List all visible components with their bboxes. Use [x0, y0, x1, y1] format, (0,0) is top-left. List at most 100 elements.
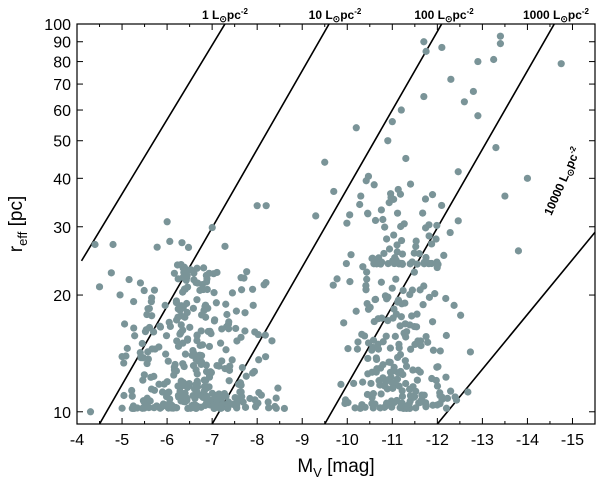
data-point — [399, 286, 407, 295]
data-point — [425, 221, 433, 229]
data-point — [364, 354, 372, 363]
data-point — [181, 350, 190, 358]
data-point — [272, 394, 280, 402]
data-point — [212, 299, 220, 307]
data-point — [225, 325, 233, 333]
data-point — [162, 332, 171, 340]
data-point — [370, 181, 378, 189]
data-point — [190, 350, 198, 358]
data-point — [368, 254, 376, 263]
data-point — [189, 304, 197, 312]
x-tick-label: -14 — [516, 432, 539, 449]
data-point — [91, 240, 99, 249]
data-point — [337, 380, 345, 388]
data-point — [162, 392, 171, 401]
data-point — [368, 346, 376, 354]
data-point — [128, 392, 136, 400]
data-point — [181, 313, 189, 321]
data-point — [180, 263, 188, 271]
data-point — [186, 323, 194, 331]
data-point — [398, 250, 407, 258]
data-point — [369, 390, 377, 398]
data-point — [359, 378, 367, 386]
data-point — [388, 118, 396, 126]
data-point — [367, 379, 375, 388]
data-point — [396, 190, 405, 198]
data-point — [109, 240, 117, 249]
data-point — [253, 202, 261, 210]
x-tick-label: -9 — [295, 432, 309, 449]
data-point — [202, 361, 210, 369]
data-point — [383, 235, 391, 243]
data-point — [205, 342, 214, 351]
data-point — [143, 394, 151, 402]
data-point — [221, 242, 229, 250]
data-point — [422, 403, 430, 411]
data-point — [130, 297, 138, 306]
data-point — [425, 293, 434, 301]
data-point — [118, 352, 126, 361]
data-point — [196, 286, 204, 294]
data-point — [321, 158, 329, 166]
data-point — [385, 245, 394, 253]
data-point — [405, 400, 413, 408]
data-point — [492, 144, 500, 152]
data-point — [157, 403, 165, 411]
data-point — [447, 75, 455, 83]
data-point — [190, 385, 199, 393]
data-point — [402, 379, 410, 388]
data-point — [341, 399, 349, 408]
data-point — [131, 332, 139, 340]
data-point — [172, 299, 180, 307]
data-point — [274, 384, 282, 392]
iso-line-1 — [80, 24, 226, 262]
data-point — [228, 356, 236, 364]
data-point — [243, 268, 251, 276]
data-point — [238, 363, 246, 372]
data-point — [394, 353, 402, 362]
data-point — [144, 305, 152, 313]
data-point — [422, 47, 430, 55]
data-point — [354, 338, 362, 346]
data-point — [251, 396, 259, 404]
data-point — [149, 328, 158, 336]
data-point — [412, 242, 420, 251]
data-point — [514, 247, 523, 255]
data-point — [428, 191, 437, 199]
data-point — [413, 376, 421, 384]
data-point — [501, 192, 509, 200]
data-point — [356, 404, 365, 412]
iso-label-10000: 10000 L⊙pc-2 — [540, 144, 585, 218]
data-point — [147, 373, 155, 381]
data-point — [141, 328, 150, 336]
iso-label-1: 1 L⊙pc-2 — [202, 7, 249, 24]
y-tick-label: 80 — [53, 55, 71, 72]
data-point — [232, 324, 240, 333]
data-point — [116, 291, 124, 299]
data-point — [410, 249, 418, 257]
data-point — [216, 339, 225, 347]
data-point — [424, 338, 432, 346]
data-point — [438, 43, 446, 52]
data-point — [190, 269, 198, 277]
data-point — [166, 322, 174, 331]
data-point — [203, 285, 211, 294]
data-point — [433, 221, 441, 230]
data-point — [411, 393, 419, 401]
data-point — [166, 237, 174, 246]
data-point — [416, 368, 424, 376]
data-point — [392, 256, 400, 264]
data-point — [434, 260, 442, 268]
data-point — [251, 328, 259, 336]
data-point — [370, 317, 378, 326]
iso-line-10000 — [436, 230, 595, 424]
data-point — [340, 319, 348, 327]
data-point — [312, 212, 320, 220]
data-point — [373, 260, 381, 268]
data-point — [210, 404, 219, 412]
data-point — [442, 294, 450, 303]
data-point — [371, 295, 380, 303]
data-point — [179, 304, 187, 312]
data-point — [419, 301, 427, 309]
data-point — [371, 216, 380, 225]
